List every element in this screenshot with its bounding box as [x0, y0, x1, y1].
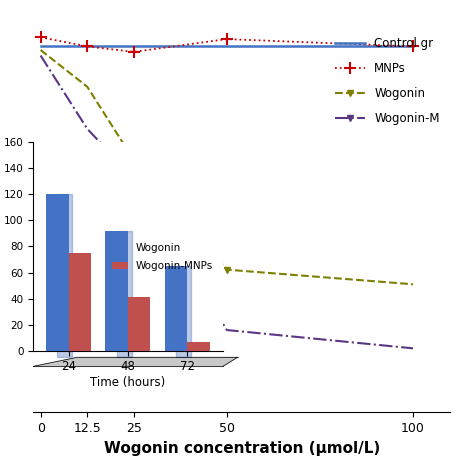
Legend: Control gr, MNPs, Wogonin, Wogonin-M: Control gr, MNPs, Wogonin, Wogonin-M	[330, 33, 445, 129]
Control gr	[84, 44, 90, 49]
Control gr	[410, 44, 416, 49]
Wogonin	[131, 157, 137, 163]
X-axis label: Time (hours): Time (hours)	[91, 376, 165, 389]
Wogonin-M	[410, 346, 416, 351]
Wogonin-M	[84, 126, 90, 132]
MNPs	[410, 44, 416, 49]
MNPs	[38, 35, 44, 40]
Control gr	[131, 44, 137, 49]
Bar	[69, 253, 91, 351]
Line: Wogonin: Wogonin	[37, 46, 417, 288]
Wogonin	[410, 282, 416, 287]
Polygon shape	[117, 231, 131, 357]
Bar	[164, 266, 187, 351]
Wogonin	[224, 267, 230, 273]
Wogonin	[84, 84, 90, 90]
Bar	[46, 194, 69, 351]
Line: Wogonin-M: Wogonin-M	[37, 52, 417, 352]
Wogonin-M	[38, 53, 44, 58]
X-axis label: Wogonin concentration (μmol/L): Wogonin concentration (μmol/L)	[104, 441, 380, 456]
Bar	[105, 231, 128, 351]
Line: MNPs: MNPs	[35, 31, 419, 58]
Wogonin-M	[224, 327, 230, 333]
Polygon shape	[33, 357, 237, 366]
MNPs	[84, 44, 90, 49]
MNPs	[224, 36, 230, 42]
Wogonin	[38, 47, 44, 53]
Polygon shape	[176, 266, 191, 357]
Bar	[187, 342, 210, 351]
Bar	[128, 297, 151, 351]
Wogonin-M	[131, 175, 137, 181]
Polygon shape	[57, 194, 72, 357]
Legend: Wogonin, Wogonin-MNPs: Wogonin, Wogonin-MNPs	[108, 238, 218, 275]
MNPs	[131, 49, 137, 55]
Control gr	[224, 44, 230, 49]
Control gr	[38, 44, 44, 49]
